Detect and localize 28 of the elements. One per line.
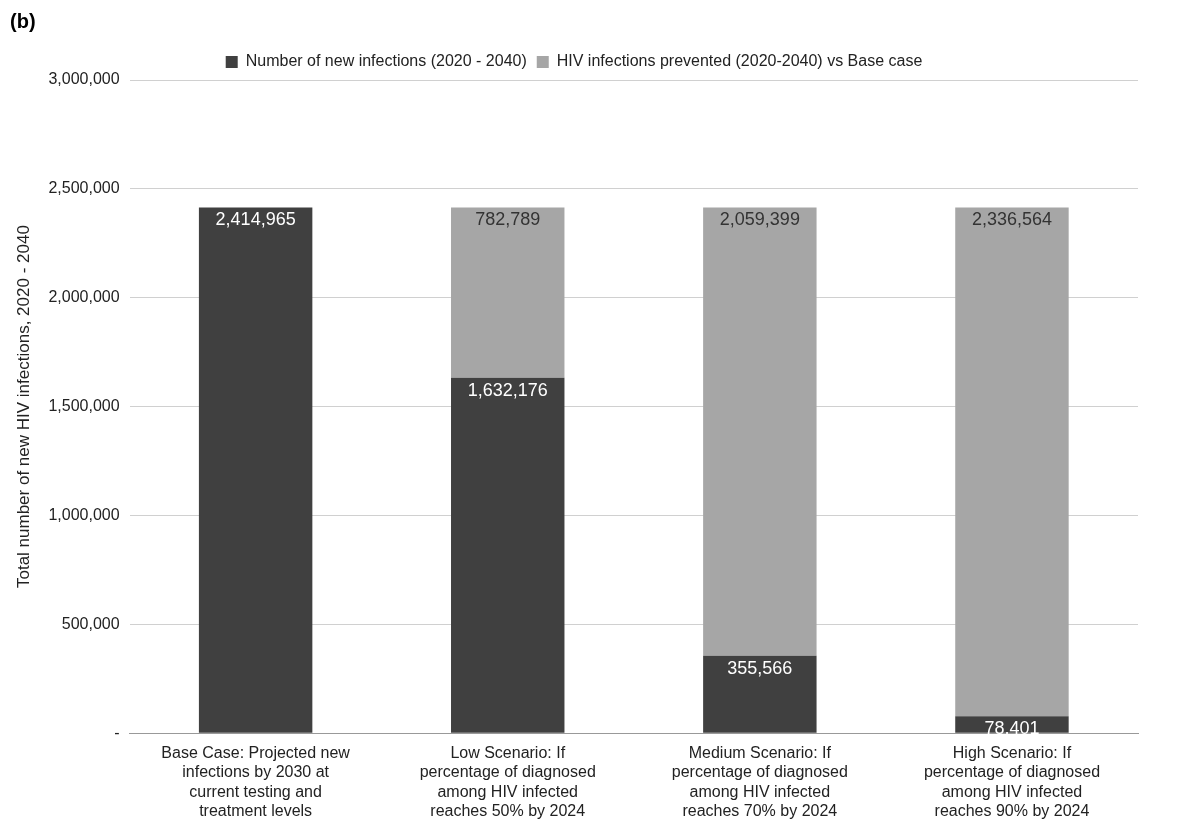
bar [703,655,817,733]
y-tick-label: - [114,723,120,741]
x-tick-label: High Scenario: If percentage of diagnosed among HIV infected reaches 90% by 2024 [923,744,1101,819]
data-label: 782,789 [475,209,541,230]
x-tick-label: Low Scenario: If percentage of diagnosed among HIV infected reaches 50% by 2024 [419,744,596,819]
bar [198,207,313,733]
bar [451,207,565,378]
y-tick-label: 1,500,000 [48,397,120,415]
x-tick-label: Base Case: Projected new infections by 2030 at current testing and treatment levels [161,744,351,819]
bar [703,207,817,656]
x-tick-label: Medium Scenario: If percentage of diagnosed among HIV infected reaches 70% by 2024 [671,744,848,819]
data-label: 78,401 [984,718,1040,739]
y-tick-label: 1,000,000 [48,505,120,523]
bar [955,207,1069,717]
data-label: 2,059,399 [719,209,800,230]
bar [451,377,565,733]
y-tick-label: 2,000,000 [48,288,120,306]
data-label: 355,566 [727,657,793,678]
legend-label: HIV infections prevented (2020-2040) vs Base case [556,52,923,70]
y-axis-title: Total number of new HIV infections, 2020 - 2040 [13,225,33,589]
y-tick-label: 3,000,000 [48,70,120,88]
data-label: 2,336,564 [971,209,1052,230]
chart-title: (b) [10,9,36,32]
y-tick-label: 2,500,000 [48,179,120,197]
data-label: 2,414,965 [215,209,296,230]
data-label: 1,632,176 [467,379,548,400]
legend-label: Number of new infections (2020 - 2040) [245,52,527,70]
y-tick-label: 500,000 [61,614,120,632]
